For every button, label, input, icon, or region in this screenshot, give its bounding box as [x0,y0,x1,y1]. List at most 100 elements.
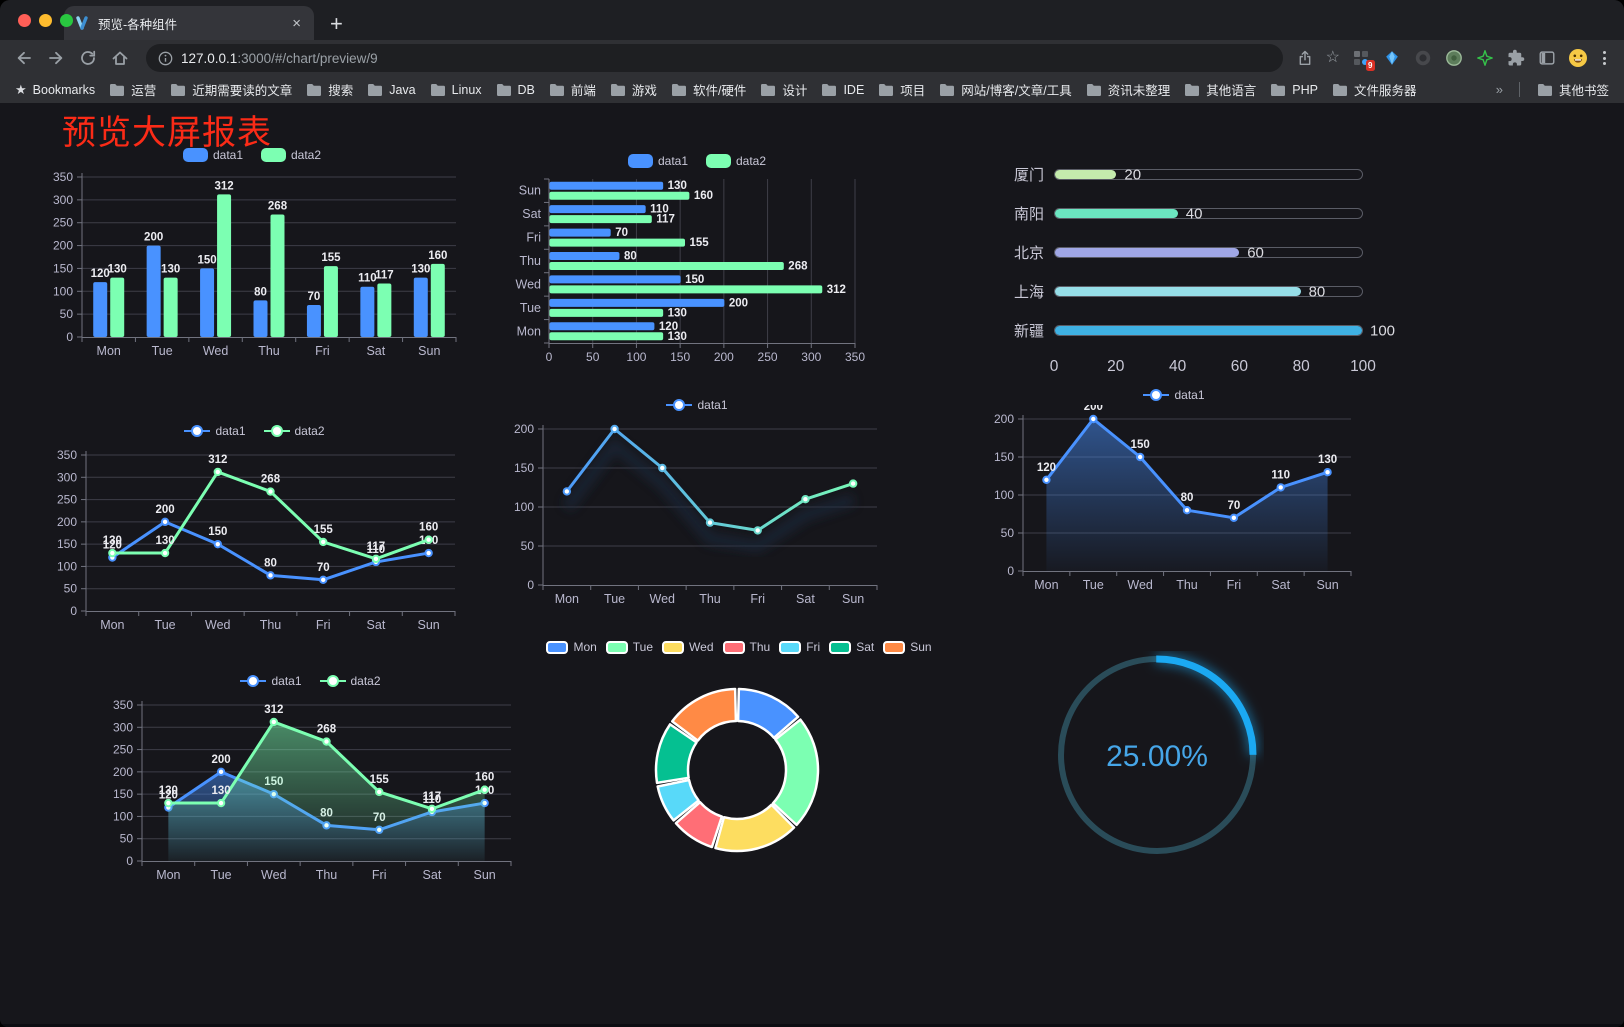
svg-text:150: 150 [208,526,227,538]
chart-gauge[interactable]: 25.00% [1052,651,1264,866]
share-button[interactable] [1295,48,1315,68]
extension-dark-circle[interactable] [1413,48,1433,68]
chart-line-two-areas[interactable]: data1 data2 0 50 100 150 200 250 300 350 Mon Tue Wed… [98,671,523,889]
legend-item-data1[interactable]: data1 [182,148,243,162]
bookmark-folder[interactable]: 前端 [542,77,603,102]
progress-value: 100 [1370,322,1396,339]
legend-item-data1[interactable]: data1 [666,398,728,412]
toolbar-actions: ☆ 9 [1295,48,1614,71]
profile-avatar[interactable] [1568,48,1588,68]
chart-progress-bars[interactable]: 厦门 20 南阳 40 北京 60 上海 80 新疆 100 0 20 40 60 80 100 [998,155,1395,395]
progress-row-北京[interactable]: 北京 60 [998,233,1363,272]
forward-button[interactable] [42,44,70,72]
bookmark-folder[interactable]: 软件/硬件 [664,77,753,102]
chart-canvas[interactable]: 0 50 100 150 200 250 300 350 Mon Tue Wed Thu Fri Sat S… [42,441,467,637]
minimize-window-button[interactable] [39,14,52,27]
back-button[interactable] [10,44,38,72]
bookmark-folder[interactable]: 文件服务器 [1325,77,1424,102]
tab-close-icon[interactable]: × [292,14,301,32]
legend-item-Fri[interactable]: Fri [779,640,820,654]
legend-item-Tue[interactable]: Tue [605,640,653,654]
legend-item-data2[interactable]: data2 [319,674,381,688]
svg-text:155: 155 [321,252,341,264]
legend-item-data1[interactable]: data1 [184,424,246,438]
chart-canvas[interactable]: 25.00% [1052,651,1264,864]
progress-row-新疆[interactable]: 新疆 100 [998,311,1395,350]
bookmark-folder[interactable]: PHP [1263,80,1325,100]
extension-green-star[interactable] [1475,48,1495,68]
chart-canvas[interactable]: 0 50 100 150 200 Mon Tue Wed Thu Fri Sat Sun [503,415,891,611]
bookmark-folder[interactable]: 项目 [871,77,932,102]
svg-text:200: 200 [714,350,734,364]
chart-donut[interactable]: Mon Tue Wed Thu Fri Sat Sun [546,637,932,885]
legend-item-Mon[interactable]: Mon [546,640,597,654]
extensions-puzzle-button[interactable] [1506,48,1526,68]
browser-menu-button[interactable] [1599,51,1610,65]
bookmark-folder[interactable]: IDE [814,80,871,100]
svg-text:Thu: Thu [258,344,280,358]
legend-label: Thu [749,640,771,654]
extension-gem[interactable] [1382,48,1402,68]
bookmark-folder[interactable]: 游戏 [603,77,664,102]
chart-canvas[interactable]: 0 50 100 150 200 250 300 350 Mon Tue Wed Thu Fri Sat S… [503,171,891,369]
back-icon [17,51,31,65]
legend-item-Thu[interactable]: Thu [722,640,771,654]
chart-canvas[interactable] [556,657,922,883]
legend-marker [829,640,852,654]
bookmark-item-bookmarks[interactable]: ★ Bookmarks [8,80,102,100]
site-info-icon[interactable] [158,51,173,66]
extension-grid-badge[interactable]: 9 [1351,48,1375,71]
bookmark-folder[interactable]: DB [489,80,542,100]
browser-tab[interactable]: 预览-各种组件 × [64,6,314,40]
legend-marker [779,640,802,654]
progress-row-南阳[interactable]: 南阳 40 [998,194,1363,233]
chart-canvas[interactable]: 0 50 100 150 200 250 300 350 Mon Tue Wed Thu Fri Sat S… [98,691,523,887]
bookmarks-overflow-button[interactable]: » [1495,82,1503,97]
chart-line-area[interactable]: data1 0 50 100 150 200 Mon Tue Wed Thu Fri Sat Sun 12… [983,385,1365,599]
home-button[interactable] [106,44,134,72]
bookmark-folder[interactable]: Java [360,80,422,100]
bookmark-folder[interactable]: 其他语言 [1177,77,1263,102]
bookmark-folder[interactable]: 设计 [753,77,814,102]
bookmark-folder[interactable]: 搜索 [299,77,360,102]
chart-line-gradient[interactable]: data1 0 50 100 150 200 Mon Tue Wed Thu Fri Sat Sun [503,395,891,613]
new-tab-button[interactable]: + [330,11,343,36]
extension-green-circle[interactable] [1444,48,1464,68]
bookmark-folder-label: DB [517,82,535,97]
reload-button[interactable] [74,44,102,72]
bookmark-star-icon[interactable]: ☆ [1325,49,1340,66]
progress-row-厦门[interactable]: 厦门 20 [998,155,1363,194]
chart-grouped-bar[interactable]: data1 data2 0 50 100 150 200 250 300 350 Mon Tue Wed… [38,145,466,365]
zoom-window-button[interactable] [60,14,73,27]
legend-item-Sat[interactable]: Sat [829,640,874,654]
svg-text:155: 155 [690,237,710,249]
bookmark-folder[interactable]: 运营 [102,77,163,102]
svg-text:155: 155 [370,774,390,786]
close-window-button[interactable] [18,14,31,27]
bookmark-folder[interactable]: 资讯未整理 [1079,77,1178,102]
legend-item-Wed[interactable]: Wed [662,640,714,654]
bookmark-folder[interactable]: 近期需要读的文章 [163,77,299,102]
side-panel-button[interactable] [1537,48,1557,68]
legend-item-data2[interactable]: data2 [261,148,321,162]
legend-item-Sun[interactable]: Sun [883,640,932,654]
svg-text:110: 110 [650,204,669,216]
address-bar[interactable]: 127.0.0.1:3000/#/chart/preview/9 [146,44,1283,72]
progress-label: 厦门 [1013,167,1044,184]
chart-horizontal-bar[interactable]: data1 data2 0 50 100 150 200 250 300 350 Mon Tue Wed… [503,151,891,371]
legend-item-data1[interactable]: data1 [627,154,688,168]
chart-canvas[interactable]: 0 50 100 150 200 250 300 350 Mon Tue Wed Thu Fri Sat S… [38,165,466,363]
other-bookmarks-folder[interactable]: 其他书签 [1530,77,1616,102]
legend-item-data1[interactable]: data1 [240,674,302,688]
browser-toolbar: 127.0.0.1:3000/#/chart/preview/9 ☆ 9 [0,40,1624,76]
bookmark-folder[interactable]: Linux [423,80,489,100]
chart-line-two-series[interactable]: data1 data2 0 50 100 150 200 250 300 350 Mon Tue Wed… [42,421,467,639]
bookmark-folder[interactable]: 网站/博客/文章/工具 [932,77,1078,102]
legend-item-data2[interactable]: data2 [263,424,325,438]
svg-text:Mon: Mon [1034,578,1058,592]
legend-item-data1[interactable]: data1 [1143,388,1205,402]
progress-row-上海[interactable]: 上海 80 [998,272,1363,311]
legend-item-data2[interactable]: data2 [706,154,766,168]
progress-label: 北京 [1013,245,1044,262]
